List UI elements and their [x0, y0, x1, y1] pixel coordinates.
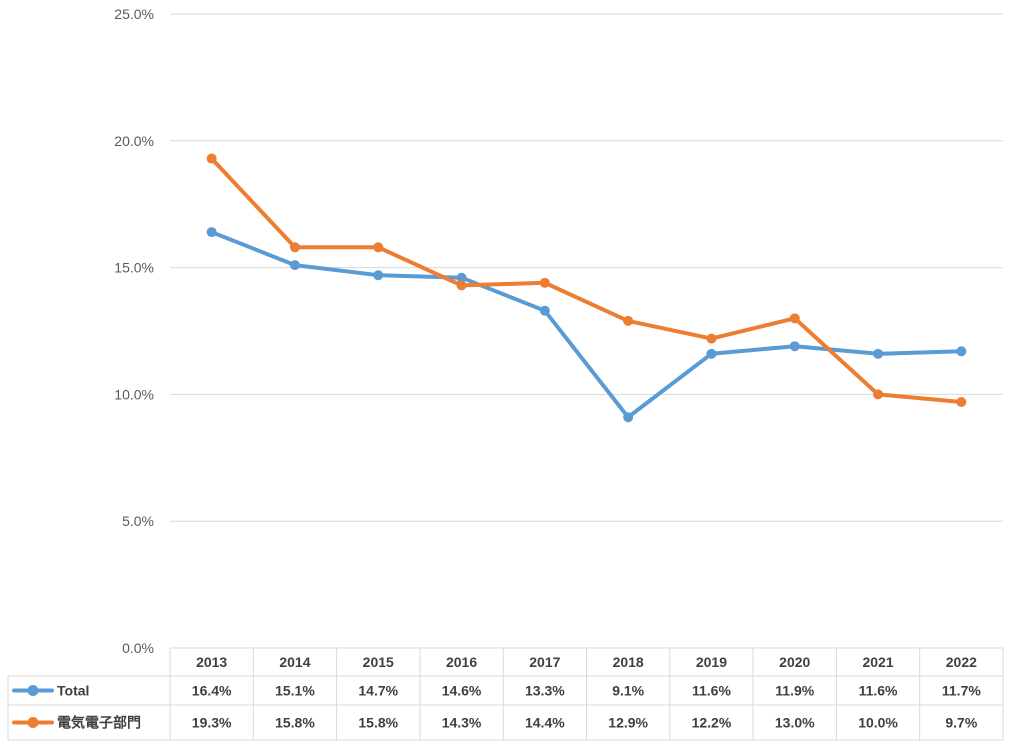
- data-point: [706, 333, 717, 344]
- data-table-value: 14.7%: [358, 683, 398, 699]
- data-table-value: 14.6%: [442, 683, 482, 699]
- data-point: [873, 348, 884, 359]
- data-table-value: 19.3%: [192, 715, 232, 731]
- data-point: [373, 270, 384, 281]
- series-line: [209, 156, 964, 404]
- data-point: [206, 153, 217, 164]
- x-tick-label: 2015: [363, 654, 394, 670]
- x-tick-label: 2022: [946, 654, 977, 670]
- x-tick-label: 2016: [446, 654, 477, 670]
- data-table-value: 15.8%: [358, 715, 398, 731]
- data-table-value: 9.1%: [612, 683, 644, 699]
- data-table-value: 12.2%: [692, 715, 732, 731]
- legend-key-marker: [27, 717, 39, 728]
- y-tick-label: 25.0%: [114, 6, 154, 22]
- data-table-value: 15.1%: [275, 683, 315, 699]
- x-tick-label: 2017: [529, 654, 560, 670]
- data-point: [956, 346, 967, 357]
- data-point: [623, 315, 634, 326]
- data-point: [456, 272, 467, 283]
- x-tick-label: 2021: [862, 654, 893, 670]
- x-tick-label: 2018: [613, 654, 644, 670]
- data-table-value: 11.7%: [942, 683, 981, 699]
- legend-key-marker: [27, 685, 39, 696]
- x-tick-label: 2019: [696, 654, 727, 670]
- data-table-value: 16.4%: [192, 683, 232, 699]
- x-tick-label: 2020: [779, 654, 810, 670]
- data-point: [289, 242, 300, 253]
- data-point: [373, 242, 384, 253]
- data-table-value: 13.0%: [775, 715, 815, 731]
- y-tick-label: 10.0%: [114, 386, 154, 402]
- series-line: [209, 230, 964, 420]
- data-point: [539, 277, 550, 288]
- x-tick-label: 2013: [196, 654, 227, 670]
- data-point: [456, 280, 467, 291]
- data-table-value: 10.0%: [858, 715, 898, 731]
- data-point: [789, 313, 800, 324]
- data-table-value: 14.3%: [442, 715, 482, 731]
- legend-series-name: Total: [57, 683, 89, 699]
- data-table-value: 9.7%: [945, 715, 977, 731]
- data-table-value: 11.9%: [775, 683, 814, 699]
- data-point: [206, 227, 217, 238]
- data-table-value: 15.8%: [275, 715, 315, 731]
- legend-series-name: 電気電子部門: [57, 715, 141, 731]
- y-tick-label: 0.0%: [122, 640, 154, 656]
- data-point: [539, 305, 550, 316]
- data-point: [706, 348, 717, 359]
- data-table-value: 14.4%: [525, 715, 565, 731]
- data-table-value: 13.3%: [525, 683, 565, 699]
- y-tick-label: 20.0%: [114, 133, 154, 149]
- y-tick-label: 5.0%: [122, 513, 154, 529]
- data-table-value: 12.9%: [608, 715, 648, 731]
- data-point: [623, 412, 634, 423]
- data-point: [956, 397, 967, 408]
- data-table-value: 11.6%: [692, 683, 731, 699]
- data-table-value: 11.6%: [859, 683, 898, 699]
- data-point: [289, 260, 300, 271]
- data-point: [873, 389, 884, 400]
- y-tick-label: 15.0%: [114, 260, 154, 276]
- x-tick-label: 2014: [279, 654, 310, 670]
- data-point: [789, 341, 800, 352]
